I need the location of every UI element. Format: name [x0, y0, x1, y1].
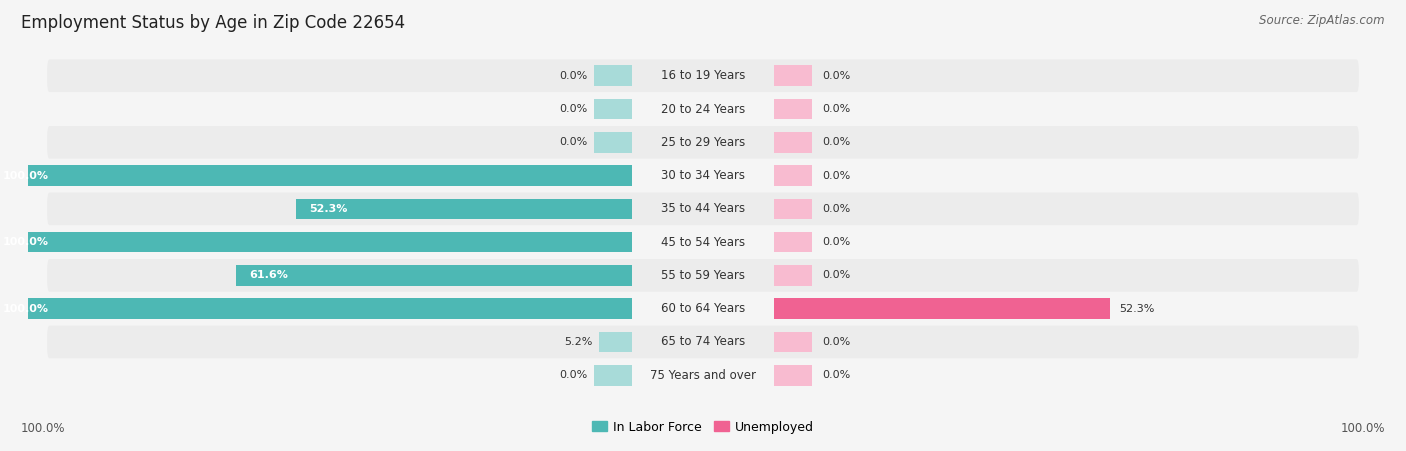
Text: 25 to 29 Years: 25 to 29 Years: [661, 136, 745, 149]
Bar: [773, 99, 813, 120]
Bar: [773, 299, 1109, 319]
Text: Source: ZipAtlas.com: Source: ZipAtlas.com: [1260, 14, 1385, 27]
Bar: [773, 65, 813, 86]
FancyBboxPatch shape: [48, 93, 1358, 125]
Text: 30 to 34 Years: 30 to 34 Years: [661, 169, 745, 182]
Text: 61.6%: 61.6%: [249, 271, 288, 281]
Text: 100.0%: 100.0%: [3, 237, 48, 247]
Bar: [236, 265, 633, 286]
FancyBboxPatch shape: [48, 326, 1358, 358]
Text: 16 to 19 Years: 16 to 19 Years: [661, 69, 745, 82]
FancyBboxPatch shape: [48, 193, 1358, 225]
Bar: [593, 132, 633, 152]
Bar: [773, 198, 813, 219]
Text: 0.0%: 0.0%: [823, 71, 851, 81]
FancyBboxPatch shape: [48, 259, 1358, 292]
Text: 0.0%: 0.0%: [823, 204, 851, 214]
Text: 60 to 64 Years: 60 to 64 Years: [661, 302, 745, 315]
FancyBboxPatch shape: [48, 226, 1358, 258]
Bar: [297, 198, 633, 219]
Text: 45 to 54 Years: 45 to 54 Years: [661, 235, 745, 249]
Bar: [0, 232, 633, 253]
Bar: [0, 165, 633, 186]
Text: 0.0%: 0.0%: [823, 370, 851, 380]
Text: 0.0%: 0.0%: [560, 137, 588, 147]
Bar: [773, 165, 813, 186]
FancyBboxPatch shape: [48, 126, 1358, 159]
Text: 65 to 74 Years: 65 to 74 Years: [661, 336, 745, 349]
Bar: [0, 299, 633, 319]
Text: 35 to 44 Years: 35 to 44 Years: [661, 202, 745, 216]
Text: 5.2%: 5.2%: [564, 337, 592, 347]
Text: Employment Status by Age in Zip Code 22654: Employment Status by Age in Zip Code 226…: [21, 14, 405, 32]
Bar: [773, 331, 813, 352]
Text: 0.0%: 0.0%: [823, 237, 851, 247]
FancyBboxPatch shape: [48, 60, 1358, 92]
FancyBboxPatch shape: [48, 359, 1358, 391]
Text: 0.0%: 0.0%: [823, 137, 851, 147]
Text: 100.0%: 100.0%: [21, 422, 66, 435]
Bar: [593, 99, 633, 120]
FancyBboxPatch shape: [48, 292, 1358, 325]
Text: 0.0%: 0.0%: [560, 370, 588, 380]
Bar: [773, 132, 813, 152]
Text: 0.0%: 0.0%: [560, 104, 588, 114]
Text: 20 to 24 Years: 20 to 24 Years: [661, 102, 745, 115]
FancyBboxPatch shape: [48, 159, 1358, 192]
Bar: [593, 365, 633, 386]
Text: 0.0%: 0.0%: [823, 337, 851, 347]
Text: 52.3%: 52.3%: [1119, 304, 1154, 314]
Bar: [773, 365, 813, 386]
Text: 0.0%: 0.0%: [823, 104, 851, 114]
Bar: [593, 65, 633, 86]
Text: 100.0%: 100.0%: [3, 170, 48, 180]
Text: 100.0%: 100.0%: [1340, 422, 1385, 435]
Legend: In Labor Force, Unemployed: In Labor Force, Unemployed: [586, 416, 820, 439]
Text: 75 Years and over: 75 Years and over: [650, 369, 756, 382]
Bar: [773, 232, 813, 253]
Bar: [599, 331, 633, 352]
Text: 52.3%: 52.3%: [309, 204, 347, 214]
Text: 55 to 59 Years: 55 to 59 Years: [661, 269, 745, 282]
Text: 0.0%: 0.0%: [823, 271, 851, 281]
Text: 100.0%: 100.0%: [3, 304, 48, 314]
Text: 0.0%: 0.0%: [823, 170, 851, 180]
Bar: [773, 265, 813, 286]
Text: 0.0%: 0.0%: [560, 71, 588, 81]
